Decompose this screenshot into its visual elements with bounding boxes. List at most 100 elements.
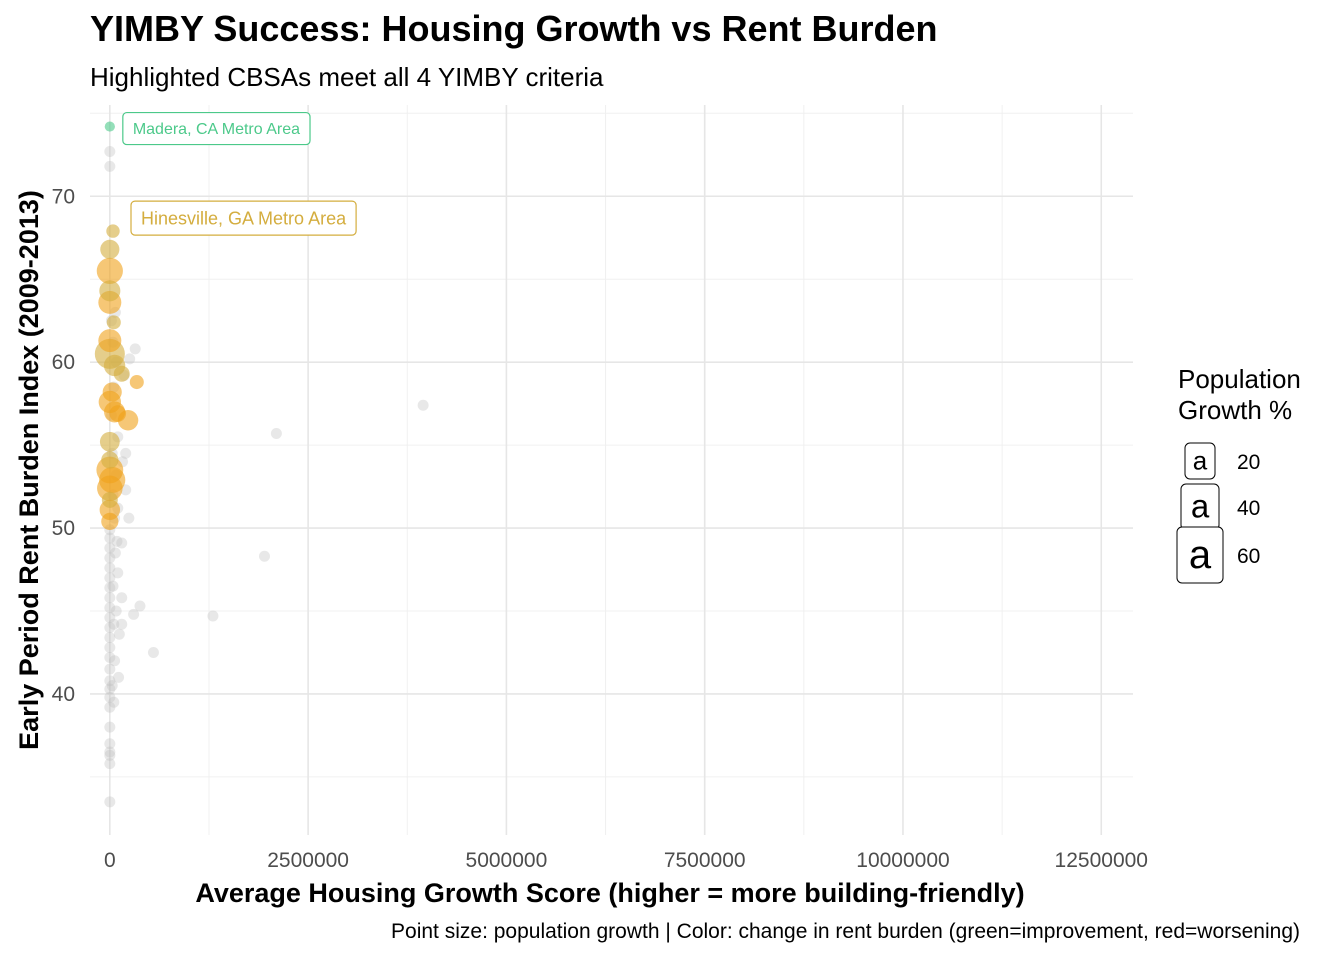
annotation-label: Hinesville, GA Metro Area [141,208,347,228]
data-point-background [207,610,219,622]
data-point-background [104,145,116,157]
data-point-background [147,647,159,658]
data-point-background [104,796,116,808]
x-tick-label: 2500000 [267,849,349,872]
data-point-background [104,572,116,584]
data-point-background [107,580,119,592]
x-tick-label: 0 [104,849,116,872]
y-axis-label: Early Period Rent Burden Index (2009-201… [14,190,44,750]
data-point-background [104,758,116,770]
data-point-background [124,353,136,365]
legend-title-line1: Population [1178,364,1301,394]
data-point-highlighted [99,280,121,302]
data-point-background [129,343,141,355]
grid-lines [90,105,1133,835]
legend-entry-label: 40 [1237,497,1260,520]
data-point-background [104,552,116,564]
legend-key-glyph: a [1189,533,1212,577]
data-point-background [128,608,140,620]
data-point-highlighted [113,365,130,382]
data-point-background [104,612,116,624]
data-point-highlighted [109,405,127,422]
data-point-background [104,746,116,758]
legend-key-glyph: a [1191,488,1210,525]
data-point-background [104,749,116,761]
data-point-background [104,562,116,574]
data-point-highlighted [106,224,120,238]
legend-key-box [1176,526,1224,584]
data-point-background [104,663,116,675]
data-point-highlighted [100,239,120,259]
data-point-background [111,535,123,547]
data-point-highlighted [98,329,122,353]
x-tick-label: 12500000 [1055,849,1148,872]
data-point-background [104,642,116,654]
data-point-highlighted [97,475,123,502]
data-point-background [108,618,120,630]
data-point-background [104,683,116,695]
legend-entry-label: 20 [1237,451,1260,474]
tick-labels: 0 2500000 5000000 7500000 10000000 12500000 40… [52,185,1148,872]
x-tick-label: 5000000 [466,849,548,872]
data-point-background [104,602,116,614]
y-tick-label: 50 [52,517,75,540]
data-point-highlighted [99,431,120,452]
data-point-background [104,592,116,604]
data-point-background [104,622,116,634]
data-point-background [417,399,429,411]
data-point-highlighted [129,375,144,390]
data-point-background [116,618,128,630]
data-point-background [270,428,282,439]
y-tick-label: 70 [52,185,75,208]
data-point-background [112,567,124,579]
data-point-background [258,550,270,562]
background-points [104,145,429,808]
data-point-background [104,651,116,663]
data-point-highlighted [101,512,119,531]
data-point-background [104,532,116,544]
x-tick-label: 10000000 [856,849,949,872]
data-point-background [104,691,116,703]
data-point-background [116,592,128,604]
legend-keys: a 20 a 40 a 60 [1176,442,1260,584]
data-point-highlighted [101,451,119,469]
annotation-box [130,200,357,236]
y-tick-label: 60 [52,351,75,374]
legend-title-line2: Growth % [1178,395,1293,425]
annotations: Madera, CA Metro Area Hinesville, GA Metr… [122,111,357,236]
data-point-background [113,628,125,640]
annotation-label: Madera, CA Metro Area [133,121,300,138]
data-point-background [106,680,118,692]
legend-key-glyph: a [1193,445,1208,475]
data-point-background [116,537,128,549]
data-point-background [108,696,120,708]
legend-title: Population Growth % [1178,364,1301,426]
data-point-highlighted [102,382,122,402]
x-axis-label: Average Housing Growth Score (higher = m… [195,878,1024,908]
data-point-background [104,160,116,172]
chart-subtitle: Highlighted CBSAs meet all 4 YIMBY crite… [90,62,604,92]
data-point-background [104,701,116,713]
data-point-highlighted [101,491,118,508]
data-point-highlighted [104,121,115,132]
data-point-highlighted [106,315,121,330]
data-point-background [110,605,122,617]
data-point-background [134,600,146,612]
data-point-background [113,671,125,683]
data-point-background [104,738,116,750]
data-point-background [104,675,116,687]
legend-key-box [1184,442,1216,480]
annotation-box [122,111,311,146]
chart-title: YIMBY Success: Housing Growth vs Rent Bu… [90,8,938,49]
data-point-background [104,632,116,644]
data-point-highlighted [96,257,123,285]
data-point-background [104,582,116,594]
y-tick-label: 40 [52,683,75,706]
data-point-background [123,512,135,524]
x-tick-label: 7500000 [664,849,746,872]
data-point-background [109,655,121,667]
chart-caption: Point size: population growth | Color: c… [391,920,1300,943]
data-point-background [104,542,116,554]
data-point-background [120,447,132,459]
highlighted-points [94,121,144,531]
